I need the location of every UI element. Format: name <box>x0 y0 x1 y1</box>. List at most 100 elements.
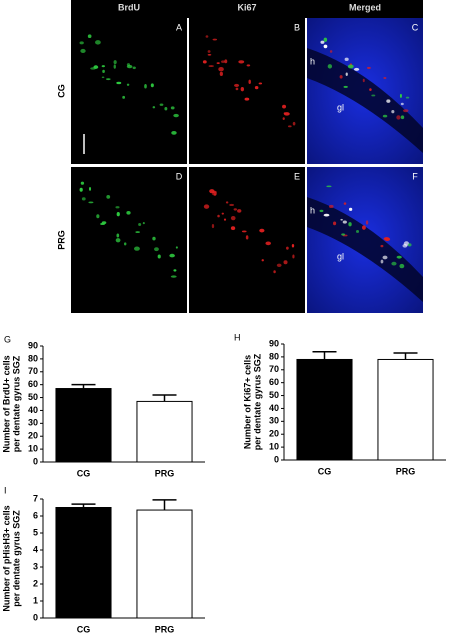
cell <box>150 83 154 88</box>
y-axis-label: per dentate gyrus SGZ <box>11 355 21 452</box>
cell <box>240 86 245 92</box>
panel-letter: I <box>4 485 7 495</box>
cell <box>383 237 390 241</box>
cell <box>211 191 218 196</box>
cell <box>169 253 175 258</box>
cell <box>380 244 384 248</box>
x-tick-label: PRG <box>396 466 416 476</box>
title-strip <box>71 0 423 18</box>
bar <box>377 358 434 461</box>
cell <box>339 75 343 79</box>
cell <box>400 115 405 120</box>
cell <box>323 44 328 49</box>
cell <box>319 209 324 213</box>
cell <box>276 263 282 268</box>
cell <box>283 260 288 265</box>
cell <box>88 201 94 204</box>
cell <box>113 60 117 65</box>
y-tick-label: 70 <box>269 364 279 374</box>
region-label: gl <box>337 251 344 261</box>
cell <box>171 130 177 135</box>
cell <box>101 221 107 225</box>
cell <box>123 242 127 246</box>
cell <box>202 60 207 64</box>
cell <box>211 224 215 229</box>
cell <box>235 87 239 91</box>
panel-letter: G <box>4 334 11 344</box>
bar <box>296 358 353 461</box>
cell <box>96 214 100 219</box>
panel-letter: B <box>294 22 300 32</box>
cell <box>101 76 105 79</box>
cell <box>79 41 84 45</box>
cell <box>399 263 405 269</box>
cell <box>248 79 251 84</box>
y-axis-label: per dentate gyrus SGZ <box>252 353 262 450</box>
cell <box>207 53 212 56</box>
cell <box>329 50 333 53</box>
cell <box>101 65 105 68</box>
y-tick-label: 40 <box>28 405 38 415</box>
cell <box>386 99 391 103</box>
cell <box>245 235 249 240</box>
cell <box>369 88 372 92</box>
y-tick-label: 0 <box>33 612 38 622</box>
cell <box>152 236 156 241</box>
cell <box>80 48 86 54</box>
y-tick-label: 0 <box>33 456 38 466</box>
y-tick-label: 60 <box>269 377 279 387</box>
cell <box>93 65 99 69</box>
cell <box>134 246 140 251</box>
row-label: PRG <box>56 230 66 250</box>
cell <box>142 222 145 225</box>
y-tick-label: 80 <box>28 353 38 363</box>
cell <box>341 233 345 236</box>
cell <box>212 38 218 41</box>
column-title: BrdU <box>118 2 140 12</box>
micrograph-grid: BrdU Ki67 Merged CG A Bh gl C PRG D Eh gl F <box>56 0 423 313</box>
cell <box>113 64 116 69</box>
cell <box>327 64 333 69</box>
cell <box>230 226 236 231</box>
hilus-band <box>307 48 423 153</box>
cell <box>217 214 220 218</box>
cell <box>132 66 136 70</box>
panel-letter: D <box>176 171 183 181</box>
x-tick-label: CG <box>318 466 332 476</box>
y-tick-label: 50 <box>269 390 279 400</box>
cell <box>170 275 177 278</box>
y-tick-label: 2 <box>33 578 38 588</box>
cell <box>208 65 214 67</box>
micrograph <box>189 18 305 164</box>
cell <box>326 185 332 188</box>
y-tick-label: 90 <box>269 338 279 348</box>
cell <box>205 35 209 38</box>
y-tick-label: 4 <box>33 544 38 554</box>
cell <box>343 202 347 205</box>
cell <box>371 94 376 97</box>
cell <box>233 208 238 211</box>
cell <box>116 233 120 238</box>
cell <box>223 218 227 221</box>
cell <box>221 212 224 215</box>
cell <box>380 259 384 264</box>
cell <box>116 81 122 85</box>
y-tick-label: 60 <box>28 379 38 389</box>
cell <box>391 261 397 266</box>
y-tick-label: 70 <box>28 366 38 376</box>
cell <box>115 206 120 209</box>
cell <box>353 67 360 71</box>
y-tick-label: 20 <box>269 429 279 439</box>
cell <box>320 40 325 44</box>
cell <box>170 106 175 110</box>
cell <box>258 82 263 85</box>
micrograph <box>189 167 305 313</box>
cell <box>391 109 395 114</box>
cell <box>175 246 178 249</box>
cell <box>323 37 328 42</box>
cell <box>261 259 264 262</box>
cell <box>286 246 289 250</box>
panel-letter: C <box>412 22 419 32</box>
cell <box>407 243 412 247</box>
cell <box>152 106 156 109</box>
